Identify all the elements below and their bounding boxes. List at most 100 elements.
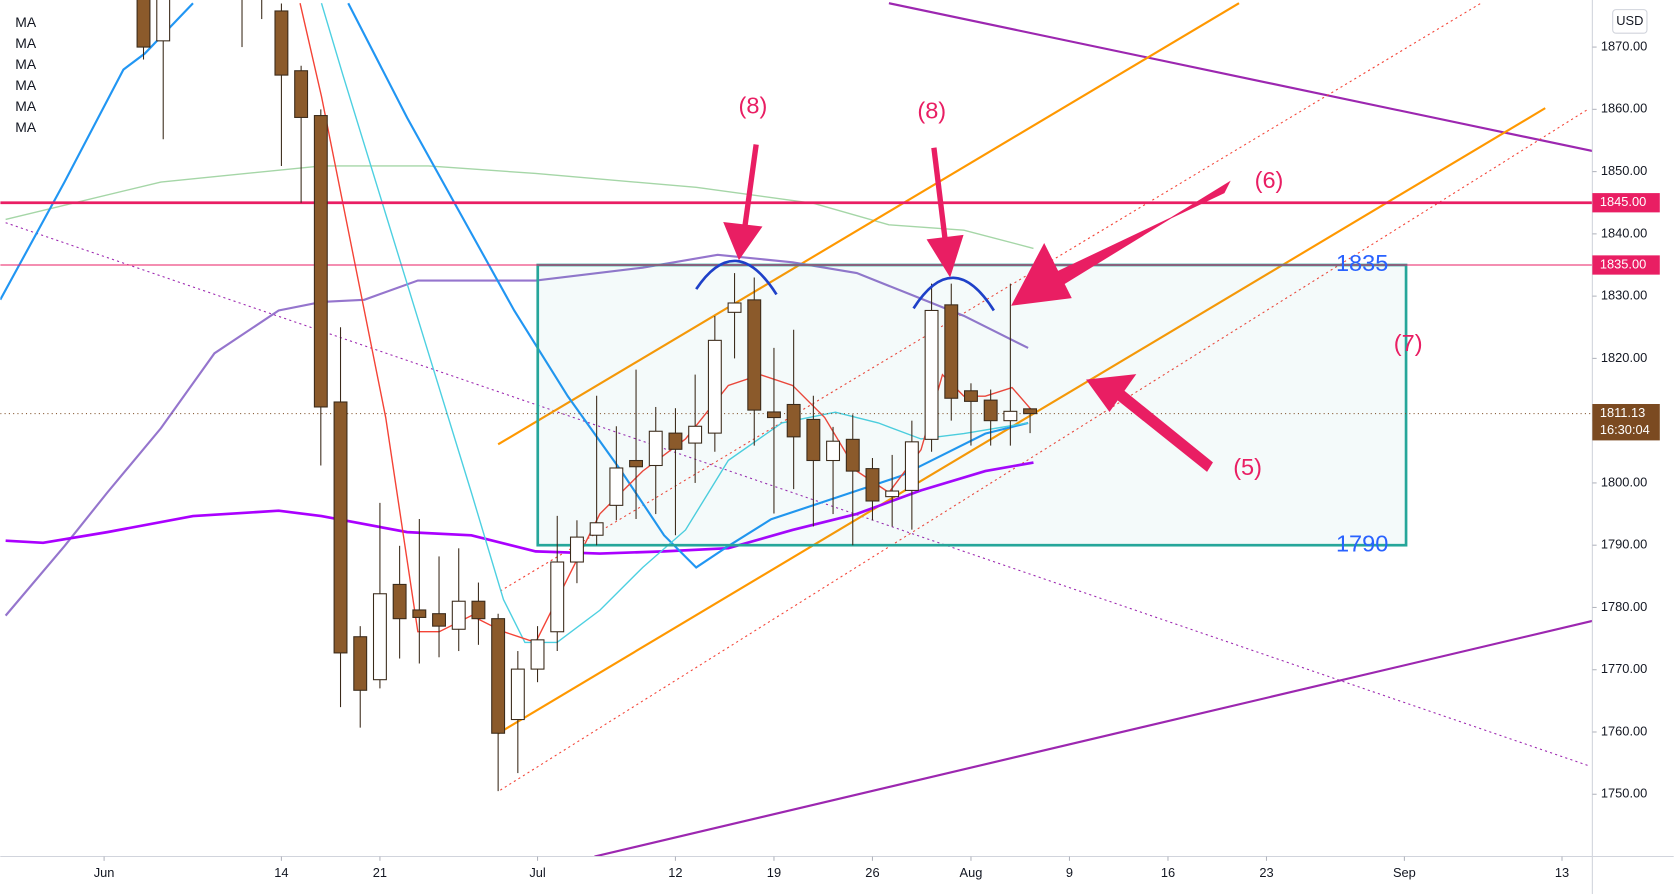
candle-body [451,600,466,630]
y-tick-label: 1840.00 [1601,225,1647,240]
annotation: (7) [1394,330,1423,356]
candle-body [747,299,762,411]
arc [912,276,995,312]
candle-body [786,403,801,438]
candle-body [865,468,880,502]
ma-line [5,461,1034,555]
candle-body [412,609,427,618]
y-tick-label: 1850.00 [1601,163,1647,178]
x-tick-label: Jun [94,865,115,880]
x-tick-label: 12 [668,865,682,880]
level-label: 1835.00 [1600,256,1646,271]
y-tick-label: 1820.00 [1601,350,1647,365]
candle-body [471,600,486,620]
channel-line [497,2,1240,446]
candles [136,0,1038,792]
y-tick-label: 1770.00 [1601,661,1647,676]
candle-body [727,302,742,313]
candle-body [372,593,387,681]
candle-body [944,304,959,399]
annotation: (8) [917,98,946,124]
arrow-head [723,222,763,261]
candle-body [766,411,781,419]
ma-line [5,222,1589,767]
y-tick-label: 1800.00 [1601,474,1647,489]
candle-body [609,467,624,506]
y-tick-label: 1870.00 [1601,38,1647,53]
candle-body [136,0,151,48]
candle-body [294,70,309,118]
candle-body [353,636,368,691]
drawings: (8) (8) (6) (7) (5) [695,92,1423,480]
x-tick-label: 21 [373,865,387,880]
candle-body [648,430,663,467]
range-label: 1835 [1336,250,1388,276]
candle-body [491,618,506,734]
candle-body [333,401,348,654]
ma-line [320,3,1029,644]
y-tick-label: 1750.00 [1601,786,1647,801]
countdown: 16:30:04 [1600,422,1650,437]
x-tick-label: 13 [1555,865,1569,880]
candle-body [589,522,604,536]
x-tick-label: Jul [529,865,545,880]
channel-line [497,107,1546,735]
plot-area [0,2,1593,857]
arrow-head [1011,242,1072,306]
arrow-head [926,234,964,278]
currency[interactable]: USD [1616,13,1643,28]
candle-body [668,432,683,450]
candle-body [904,441,919,491]
candle-body [964,390,978,402]
arc [695,259,778,296]
last-price-label: 1811.13 [1600,405,1645,420]
candle-body [432,613,446,627]
indicator-label: MA [15,35,37,51]
candle-body [313,115,328,408]
level-label: 1845.00 [1600,194,1646,209]
range-box [536,263,1408,547]
candle-body [983,399,998,422]
indicator-label: MA [15,98,37,114]
y-tick-label: 1790.00 [1601,537,1647,552]
x-tick-label: 16 [1161,865,1175,880]
candle-body [550,561,565,633]
ma-line [347,2,1029,569]
levels [0,201,1593,415]
x-tick-label: 26 [865,865,879,880]
x-tick-label: 14 [274,865,288,880]
candle-body [1023,408,1038,415]
candle-body [688,425,703,444]
candle-body [806,418,821,462]
ma-line [4,253,1029,617]
x-tick-label: 19 [767,865,781,880]
ma-line [299,3,1034,644]
candle-body [885,490,900,498]
candle-body [530,639,545,670]
candle-body [826,440,841,462]
trend-line [594,619,1593,857]
candle-body [1003,410,1018,422]
candle-body [569,536,584,563]
arrows [723,144,1231,472]
level-tag [1592,255,1660,275]
level-tag [1592,193,1660,213]
annotation: (6) [1255,167,1284,193]
x-tick-label: Sep [1393,865,1416,880]
legend: MA MA MA MA MA MA [15,14,37,135]
trend-line [888,2,1593,153]
x-tick-label: 23 [1259,865,1273,880]
annotation: (5) [1233,454,1262,480]
y-tick-label: 1760.00 [1601,723,1647,738]
arrow-head [1086,374,1137,413]
indicator-label: MA [15,14,37,30]
indicator-label: MA [15,56,37,72]
candle-body [510,668,525,721]
indicator-label: MA [15,119,37,135]
arrow [931,147,949,245]
range-label: 1790 [1336,530,1388,556]
ma-line [5,165,1034,250]
currency-box[interactable] [1612,9,1648,34]
